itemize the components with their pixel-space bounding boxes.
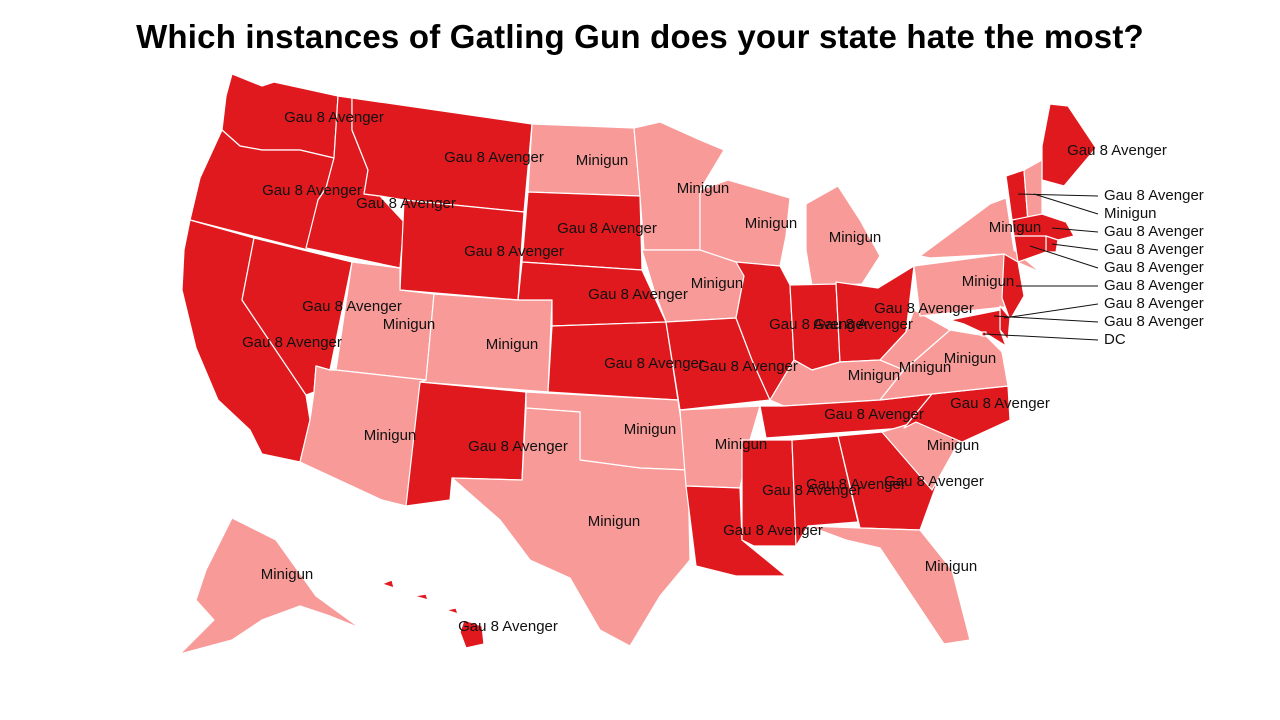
state-label-ok: Minigun (624, 421, 677, 438)
state-label-me: Gau 8 Avenger (1067, 142, 1167, 159)
state-label-nv: Gau 8 Avenger (302, 298, 402, 315)
callout-label-vt: Gau 8 Avenger (1104, 187, 1204, 204)
state-label-al: Gau 8 Avenger (806, 476, 906, 493)
state-la (685, 485, 787, 577)
state-md (949, 309, 1007, 347)
state-label-mt: Gau 8 Avenger (444, 149, 544, 166)
state-label-mo: Gau 8 Avenger (698, 358, 798, 375)
callout-leader-ma (1051, 227, 1099, 233)
state-label-ga: Gau 8 Avenger (884, 473, 984, 490)
state-label-nc: Gau 8 Avenger (950, 395, 1050, 412)
state-wi (699, 179, 791, 267)
state-mt (351, 97, 533, 213)
callout-leader-dc (983, 333, 1099, 341)
callout-leader-nh (1033, 193, 1099, 215)
callout-leaders (983, 193, 1099, 341)
state-label-id: Gau 8 Avenger (356, 195, 456, 212)
state-ga (837, 431, 937, 531)
callout-label-de: Gau 8 Avenger (1104, 295, 1204, 312)
state-mi (805, 185, 881, 287)
state-label-tn: Gau 8 Avenger (824, 406, 924, 423)
state-al (791, 435, 859, 547)
state-label-co: Minigun (486, 336, 539, 353)
state-label-tx: Minigun (588, 513, 641, 530)
state-label-wa: Gau 8 Avenger (284, 109, 384, 126)
state-label-ut: Minigun (383, 316, 436, 333)
callout-label-nj: Gau 8 Avenger (1104, 277, 1204, 294)
callout-leader-vt (1017, 193, 1099, 197)
state-label-in: Gau 8 Avenger (813, 316, 913, 333)
state-nh (1023, 159, 1043, 223)
state-label-ar: Minigun (715, 436, 768, 453)
callout-label-ma: Gau 8 Avenger (1104, 223, 1204, 240)
state-label-wv: Minigun (899, 359, 952, 376)
state-hi (381, 579, 485, 649)
state-label-oh: Gau 8 Avenger (874, 300, 974, 317)
state-ms (741, 439, 797, 547)
state-label-wi: Minigun (745, 215, 798, 232)
state-label-az: Minigun (364, 427, 417, 444)
state-label-ks: Gau 8 Avenger (604, 355, 704, 372)
state-label-fl: Minigun (925, 558, 978, 575)
state-label-sc: Minigun (927, 437, 980, 454)
state-label-mn: Minigun (677, 180, 730, 197)
states-layer (179, 73, 1097, 655)
state-label-hi: Gau 8 Avenger (458, 618, 558, 635)
callout-leader-de (1003, 303, 1099, 319)
callout-leader-ri (1051, 243, 1099, 251)
callout-label-dc: DC (1104, 331, 1126, 348)
state-label-il: Gau 8 Avenger (769, 316, 869, 333)
state-label-wy: Gau 8 Avenger (464, 243, 564, 260)
state-tx (451, 407, 691, 647)
state-label-or: Gau 8 Avenger (262, 182, 362, 199)
state-label-ky: Minigun (848, 367, 901, 384)
state-label-mi: Minigun (829, 229, 882, 246)
callout-label-ct: Gau 8 Avenger (1104, 259, 1204, 276)
callout-leader-ct (1029, 245, 1099, 269)
state-label-la: Gau 8 Avenger (723, 522, 823, 539)
state-label-ak: Minigun (261, 566, 314, 583)
state-label-va: Minigun (944, 350, 997, 367)
callout-leader-md (993, 315, 1099, 323)
state-label-ia: Minigun (691, 275, 744, 292)
state-label-ms: Gau 8 Avenger (762, 482, 862, 499)
map-title: Which instances of Gatling Gun does your… (136, 18, 1144, 55)
state-ct (1013, 235, 1047, 263)
state-label-nd: Minigun (576, 152, 629, 169)
state-nj (1001, 253, 1025, 321)
state-label-pa: Minigun (962, 273, 1015, 290)
state-ny (919, 197, 1041, 273)
state-label-ne: Gau 8 Avenger (588, 286, 688, 303)
state-label-ny: Minigun (989, 219, 1042, 236)
state-label-sd: Gau 8 Avenger (557, 220, 657, 237)
state-label-ca: Gau 8 Avenger (242, 334, 342, 351)
state-fl (807, 525, 971, 645)
state-ak (179, 517, 361, 655)
state-label-nm: Gau 8 Avenger (468, 438, 568, 455)
state-wv (879, 309, 951, 371)
callout-label-md: Gau 8 Avenger (1104, 313, 1204, 330)
callout-label-nh: Minigun (1104, 205, 1157, 222)
callout-label-ri: Gau 8 Avenger (1104, 241, 1204, 258)
